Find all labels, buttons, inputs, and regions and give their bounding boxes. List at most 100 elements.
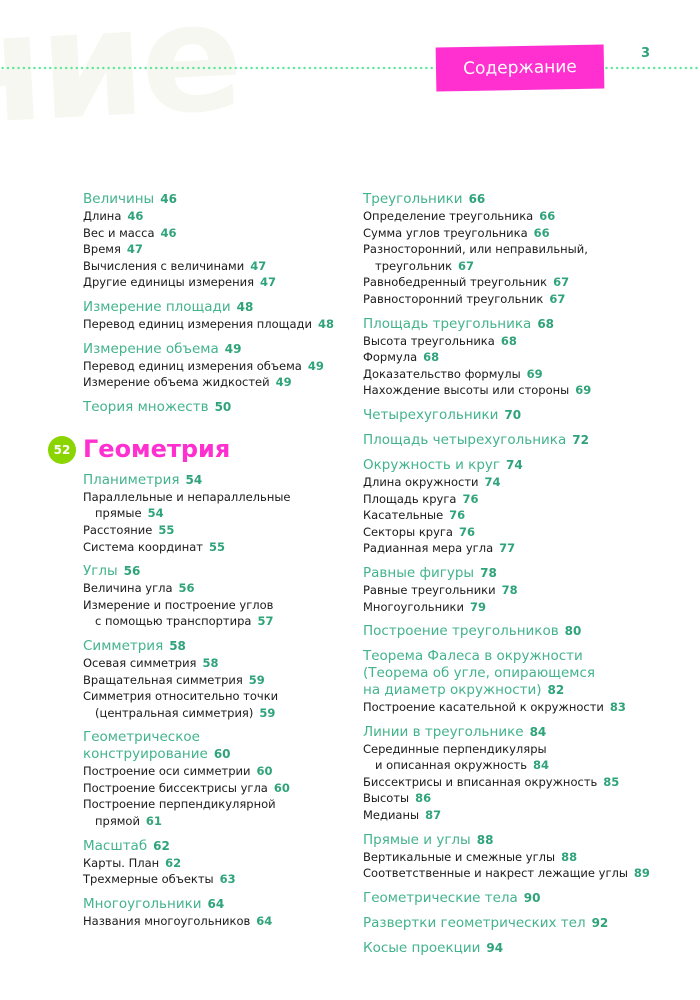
toc-heading[interactable]: (Теорема об угле, опирающемся: [363, 665, 693, 682]
toc-item[interactable]: Разносторонний, или неправильный,: [363, 241, 693, 258]
toc-heading[interactable]: на диаметр окружности) 82: [363, 682, 693, 699]
toc-item[interactable]: Равные треугольники 78: [363, 582, 693, 599]
toc-item[interactable]: Названия многоугольников 64: [83, 913, 383, 930]
toc-heading[interactable]: Четырехугольники 70: [363, 407, 693, 424]
toc-group: Площадь треугольника 68 Высота треугольник…: [363, 316, 693, 399]
toc-heading[interactable]: Прямые и углы 88: [363, 832, 693, 849]
toc-item[interactable]: Высота треугольника 68: [363, 333, 693, 350]
toc-item[interactable]: Площадь круга 76: [363, 491, 693, 508]
toc-item[interactable]: Вертикальные и смежные углы 88: [363, 849, 693, 866]
toc-item-page: 87: [425, 808, 442, 823]
toc-heading-page: 64: [207, 896, 225, 911]
toc-heading[interactable]: Симметрия 58: [83, 638, 383, 655]
toc-item[interactable]: прямые 54: [83, 505, 383, 522]
toc-heading[interactable]: Развертки геометрических тел 92: [363, 915, 693, 932]
toc-heading[interactable]: Площадь треугольника 68: [363, 316, 693, 333]
toc-item[interactable]: Время 47: [83, 241, 383, 258]
section-tab: Содержание: [435, 44, 605, 92]
toc-heading-text: Многоугольники: [83, 895, 202, 912]
toc-heading-text: Площадь четырехугольника: [363, 431, 567, 448]
toc-item[interactable]: Длина 46: [83, 208, 383, 225]
toc-group: Прямые и углы 88 Вертикальные и смежные уг…: [363, 832, 693, 882]
toc-item[interactable]: Расстояние 55: [83, 522, 383, 539]
toc-item-page: 59: [248, 672, 265, 687]
toc-item[interactable]: (центральная симметрия) 59: [83, 705, 383, 722]
toc-heading[interactable]: Площадь четырехугольника 72: [363, 432, 693, 449]
toc-item[interactable]: Построение перпендикулярной: [83, 796, 383, 813]
toc-heading[interactable]: Геометрические тела 90: [363, 890, 693, 907]
toc-item-page: 86: [415, 791, 432, 806]
toc-item[interactable]: Нахождение высоты или стороны 69: [363, 382, 693, 399]
toc-item[interactable]: Построение касательной к окружности 83: [363, 699, 693, 716]
toc-item[interactable]: Сумма углов треугольника 66: [363, 225, 693, 242]
toc-item-text: Измерение объема жидкостей: [83, 375, 270, 390]
toc-item[interactable]: Соответственные и накрест лежащие углы 89: [363, 865, 693, 882]
toc-item[interactable]: Формула 68: [363, 349, 693, 366]
toc-item[interactable]: Длина окружности 74: [363, 474, 693, 491]
toc-heading[interactable]: Измерение площади 48: [83, 299, 383, 316]
toc-item[interactable]: Серединные перпендикуляры: [363, 741, 693, 758]
toc-item-text: прямой: [95, 814, 140, 829]
toc-item[interactable]: Измерение объема жидкостей 49: [83, 374, 383, 391]
section-title[interactable]: Геометрия: [83, 434, 231, 463]
toc-item[interactable]: Построение биссектрисы угла 60: [83, 780, 383, 797]
toc-item[interactable]: Доказательство формулы 69: [363, 366, 693, 383]
toc-item[interactable]: Биссектрисы и вписанная окружность 85: [363, 774, 693, 791]
toc-item[interactable]: Построение оси симметрии 60: [83, 763, 383, 780]
toc-heading[interactable]: Величины 46: [83, 191, 383, 208]
toc-heading-page: 68: [537, 316, 555, 331]
toc-item[interactable]: Перевод единиц измерения объема 49: [83, 358, 383, 375]
toc-item[interactable]: треугольник 67: [363, 258, 693, 275]
toc-heading[interactable]: Измерение объема 49: [83, 341, 383, 358]
toc-heading[interactable]: Многоугольники 64: [83, 896, 383, 913]
toc-heading[interactable]: конструирование 60: [83, 746, 383, 763]
toc-item[interactable]: Касательные 76: [363, 507, 693, 524]
toc-item[interactable]: Медианы 87: [363, 807, 693, 824]
toc-item[interactable]: Радианная мера угла 77: [363, 540, 693, 557]
toc-item[interactable]: Вычисления с величинами 47: [83, 258, 383, 275]
toc-heading-page: 72: [572, 432, 589, 447]
toc-heading[interactable]: Косые проекции 94: [363, 940, 693, 957]
toc-item-page: 88: [561, 849, 578, 864]
toc-item[interactable]: и описанная окружность 84: [363, 757, 693, 774]
toc-heading[interactable]: Планиметрия 54: [83, 472, 383, 489]
toc-heading[interactable]: Построение треугольников 80: [363, 623, 693, 640]
toc-item[interactable]: Параллельные и непараллельные: [83, 489, 383, 506]
toc-item-page: 56: [178, 581, 195, 596]
toc-heading-page: 54: [185, 472, 203, 487]
toc-item-text: с помощью транспортира: [95, 614, 252, 629]
toc-heading[interactable]: Геометрическое: [83, 729, 383, 746]
toc-item[interactable]: Осевая симметрия 58: [83, 655, 383, 672]
section-page-badge[interactable]: 52: [48, 435, 76, 464]
toc-heading[interactable]: Углы 56: [83, 563, 383, 580]
toc-item[interactable]: Перевод единиц измерения площади 48: [83, 316, 383, 333]
toc-item[interactable]: Система координат 55: [83, 539, 383, 556]
toc-heading-page: 58: [169, 638, 186, 653]
toc-heading[interactable]: Окружность и круг 74: [363, 457, 693, 474]
toc-heading[interactable]: Равные фигуры 78: [363, 565, 693, 582]
toc-item[interactable]: прямой 61: [83, 813, 383, 830]
toc-item[interactable]: с помощью транспортира 57: [83, 613, 383, 630]
toc-heading[interactable]: Теорема Фалеса в окружности: [363, 648, 693, 665]
toc-heading[interactable]: Масштаб 62: [83, 838, 383, 855]
toc-item[interactable]: Многоугольники 79: [363, 599, 693, 616]
toc-heading[interactable]: Линии в треугольнике 84: [363, 724, 693, 741]
toc-item[interactable]: Другие единицы измерения 47: [83, 274, 383, 291]
toc-item[interactable]: Вращательная симметрия 59: [83, 672, 383, 689]
toc-item[interactable]: Определение треугольника 66: [363, 208, 693, 225]
toc-item[interactable]: Равносторонний треугольник 67: [363, 291, 693, 308]
toc-heading[interactable]: Теория множеств 50: [83, 399, 383, 416]
toc-item[interactable]: Секторы круга 76: [363, 524, 693, 541]
toc-item[interactable]: Карты. План 62: [83, 855, 383, 872]
toc-item[interactable]: Высоты 86: [363, 790, 693, 807]
toc-item[interactable]: Измерение и построение углов: [83, 597, 383, 614]
toc-item[interactable]: Вес и масса 46: [83, 225, 383, 242]
toc-item-text: Высота треугольника: [363, 333, 495, 348]
toc-item[interactable]: Равнобедренный треугольник 67: [363, 274, 693, 291]
toc-item[interactable]: Величина угла 56: [83, 580, 383, 597]
toc-heading-page: 46: [160, 192, 177, 206]
toc-item[interactable]: Трехмерные объекты 63: [83, 871, 383, 888]
toc-item[interactable]: Симметрия относительно точки: [83, 688, 383, 705]
toc-heading[interactable]: Треугольники 66: [363, 191, 693, 208]
toc-heading-text: Площадь треугольника: [363, 315, 532, 332]
